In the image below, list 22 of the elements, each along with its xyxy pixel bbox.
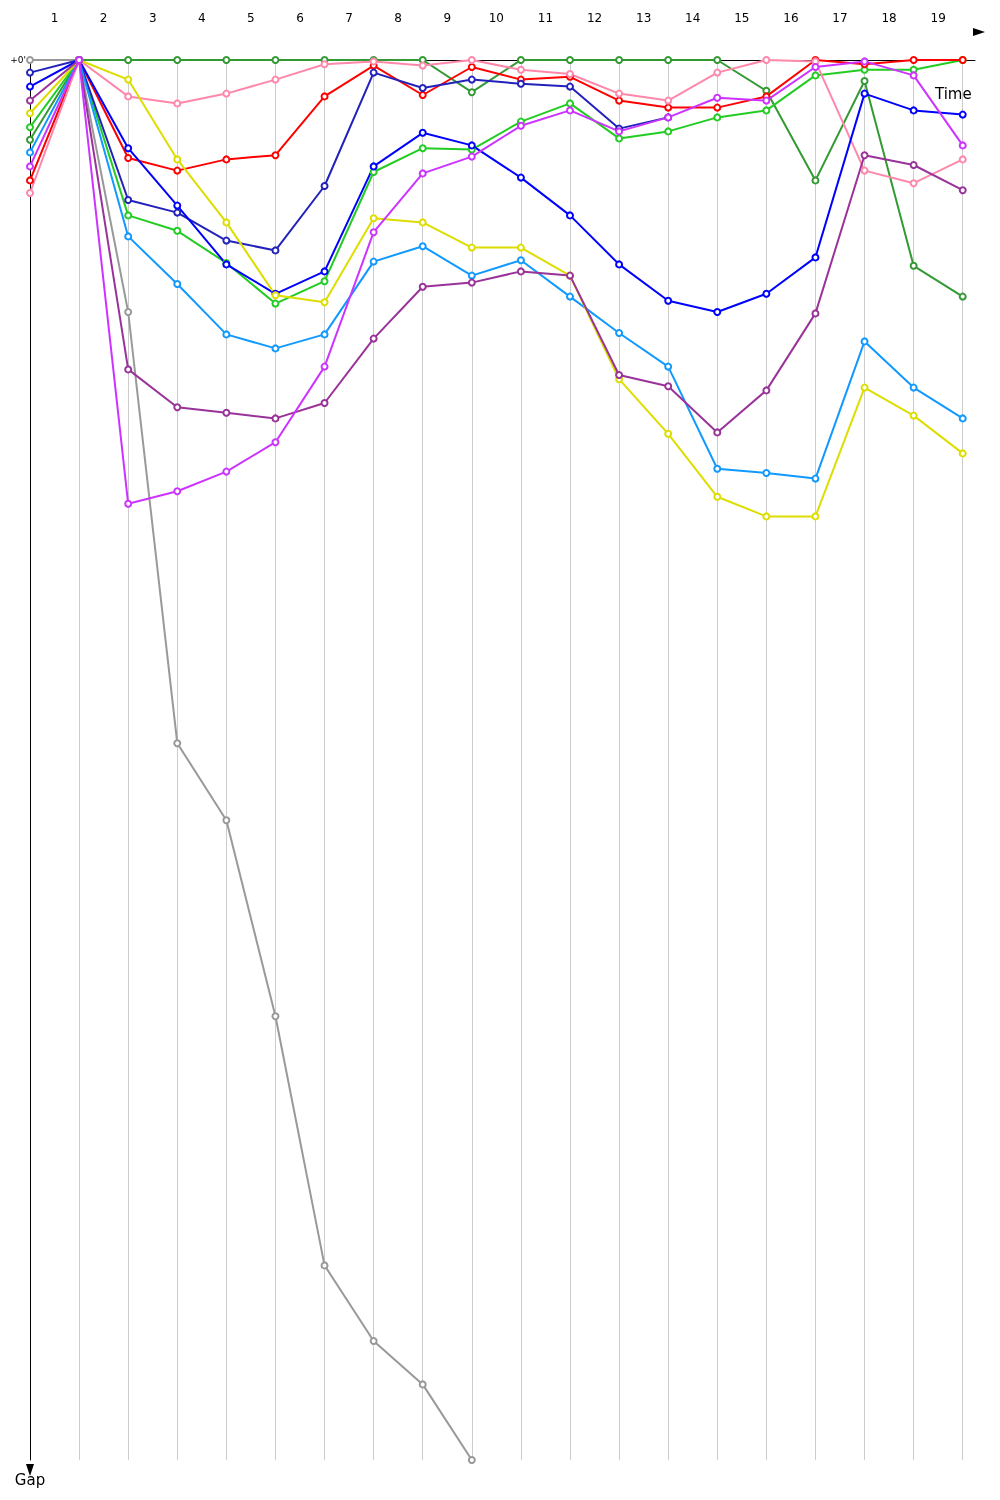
x-tick-label: 11	[537, 11, 554, 25]
annotation: +0'	[10, 55, 26, 65]
x-tick-label: 18	[881, 11, 897, 25]
x-tick-label: 10	[488, 11, 504, 25]
x-tick-label: 9	[443, 11, 452, 25]
x-tick-label: 17	[832, 11, 848, 25]
x-tick-label: 15	[734, 11, 750, 25]
x-axis-title: Time	[934, 84, 972, 103]
x-tick-label: 4	[198, 11, 206, 25]
x-tick-label: 19	[930, 11, 946, 25]
x-tick-label: 7	[345, 11, 353, 25]
x-tick-label: 8	[394, 11, 402, 25]
x-tick-label: 12	[586, 11, 603, 25]
x-tick-label: 16	[783, 11, 799, 25]
x-tick-label: 2	[99, 11, 108, 25]
x-tick-label: 3	[148, 11, 157, 25]
x-tick-label: 6	[296, 11, 304, 25]
x-tick-label: 13	[636, 11, 652, 25]
x-tick-label: 1	[50, 11, 59, 25]
y-axis-title: Gap	[14, 1470, 46, 1489]
x-tick-label: 5	[247, 11, 255, 25]
x-tick-label: 14	[685, 11, 701, 25]
